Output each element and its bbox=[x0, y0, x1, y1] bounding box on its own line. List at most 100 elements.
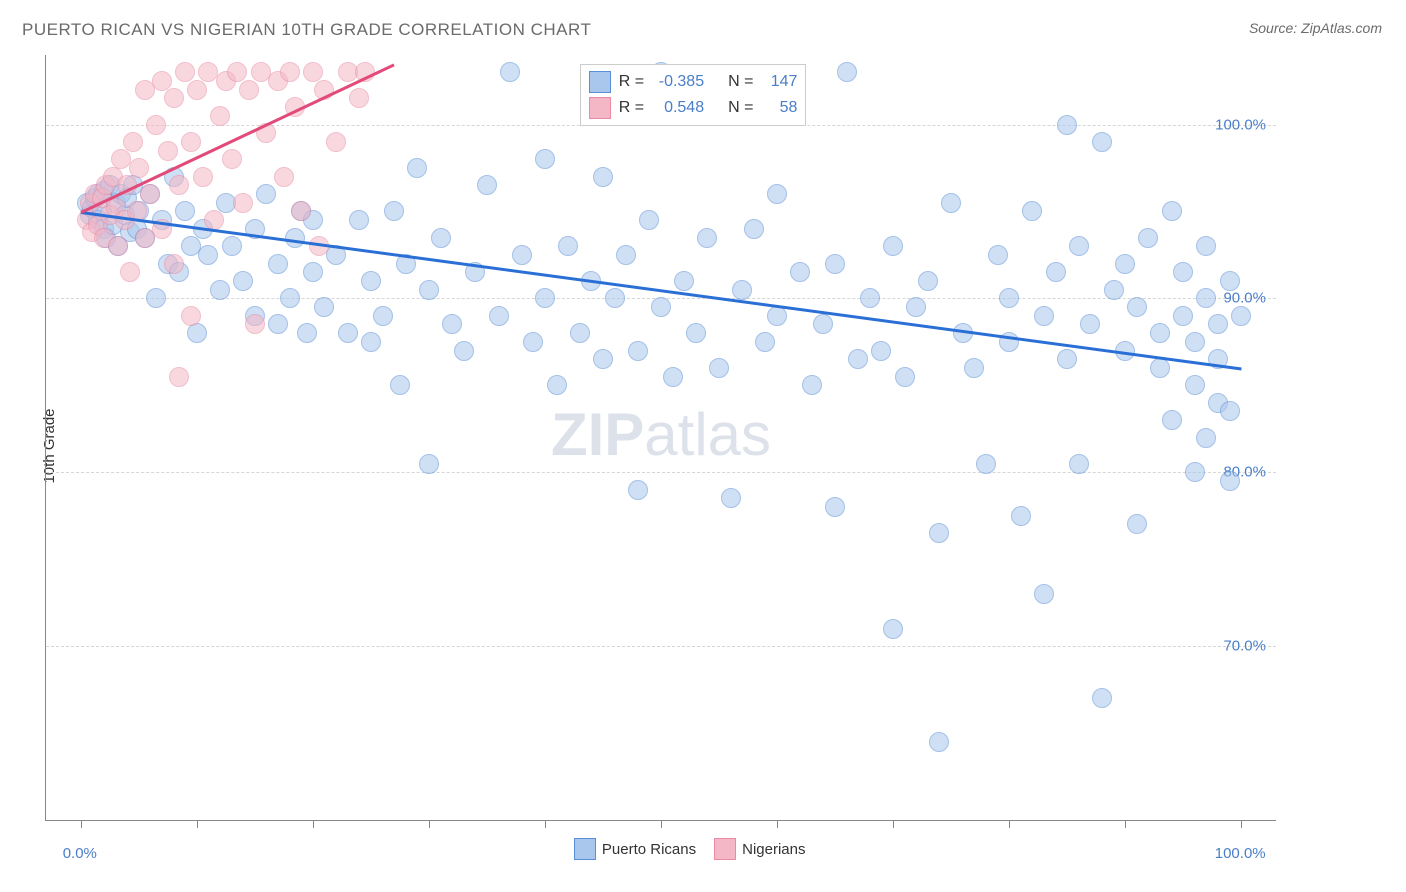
scatter-point bbox=[181, 132, 201, 152]
stats-row: R = -0.385 N = 147 bbox=[589, 69, 798, 95]
scatter-point bbox=[193, 167, 213, 187]
scatter-point bbox=[268, 254, 288, 274]
chart-container: PUERTO RICAN VS NIGERIAN 10TH GRADE CORR… bbox=[0, 0, 1406, 892]
legend-label: Nigerians bbox=[742, 841, 805, 858]
scatter-point bbox=[535, 149, 555, 169]
scatter-point bbox=[1034, 306, 1054, 326]
x-tick bbox=[81, 820, 82, 828]
scatter-point bbox=[169, 175, 189, 195]
x-tick bbox=[545, 820, 546, 828]
scatter-point bbox=[570, 323, 590, 343]
scatter-point bbox=[767, 306, 787, 326]
scatter-point bbox=[222, 149, 242, 169]
scatter-point bbox=[593, 349, 613, 369]
gridline bbox=[46, 472, 1276, 473]
scatter-point bbox=[239, 80, 259, 100]
scatter-point bbox=[883, 236, 903, 256]
scatter-point bbox=[152, 71, 172, 91]
scatter-point bbox=[1185, 375, 1205, 395]
stat-n-value: 147 bbox=[761, 73, 797, 91]
scatter-point bbox=[895, 367, 915, 387]
scatter-point bbox=[1196, 236, 1216, 256]
scatter-point bbox=[1196, 428, 1216, 448]
scatter-point bbox=[303, 62, 323, 82]
scatter-point bbox=[906, 297, 926, 317]
scatter-point bbox=[187, 80, 207, 100]
scatter-point bbox=[108, 236, 128, 256]
scatter-point bbox=[871, 341, 891, 361]
scatter-point bbox=[1092, 688, 1112, 708]
scatter-point bbox=[813, 314, 833, 334]
scatter-point bbox=[158, 141, 178, 161]
scatter-point bbox=[1022, 201, 1042, 221]
scatter-point bbox=[593, 167, 613, 187]
scatter-point bbox=[431, 228, 451, 248]
scatter-point bbox=[349, 210, 369, 230]
scatter-point bbox=[181, 306, 201, 326]
scatter-point bbox=[280, 62, 300, 82]
x-tick bbox=[313, 820, 314, 828]
scatter-point bbox=[1092, 132, 1112, 152]
scatter-point bbox=[210, 280, 230, 300]
scatter-point bbox=[268, 314, 288, 334]
stats-row: R =0.548N =58 bbox=[589, 95, 798, 121]
trend-line bbox=[81, 211, 1242, 370]
scatter-point bbox=[999, 288, 1019, 308]
scatter-point bbox=[1138, 228, 1158, 248]
scatter-point bbox=[988, 245, 1008, 265]
scatter-point bbox=[709, 358, 729, 378]
y-tick-label: 70.0% bbox=[1223, 638, 1266, 655]
scatter-point bbox=[140, 184, 160, 204]
stat-n-label: N = bbox=[728, 73, 753, 91]
scatter-point bbox=[663, 367, 683, 387]
scatter-point bbox=[1208, 314, 1228, 334]
stat-n-label: N = bbox=[728, 99, 753, 117]
scatter-point bbox=[1220, 401, 1240, 421]
scatter-point bbox=[918, 271, 938, 291]
scatter-point bbox=[616, 245, 636, 265]
source-prefix: Source: bbox=[1249, 20, 1301, 36]
scatter-point bbox=[848, 349, 868, 369]
scatter-point bbox=[628, 341, 648, 361]
scatter-point bbox=[1057, 349, 1077, 369]
scatter-point bbox=[929, 523, 949, 543]
scatter-point bbox=[558, 236, 578, 256]
scatter-point bbox=[222, 236, 242, 256]
scatter-point bbox=[454, 341, 474, 361]
scatter-point bbox=[547, 375, 567, 395]
x-tick bbox=[893, 820, 894, 828]
scatter-point bbox=[1185, 462, 1205, 482]
source-label: Source: ZipAtlas.com bbox=[1249, 20, 1382, 36]
stat-r-value: -0.385 bbox=[652, 73, 704, 91]
scatter-point bbox=[1104, 280, 1124, 300]
scatter-point bbox=[361, 332, 381, 352]
scatter-point bbox=[291, 201, 311, 221]
plot-area: ZIPatlas 70.0%80.0%90.0%100.0%R =-0.385N… bbox=[45, 55, 1276, 821]
scatter-point bbox=[825, 254, 845, 274]
scatter-point bbox=[1057, 115, 1077, 135]
legend-swatch bbox=[574, 838, 596, 860]
scatter-point bbox=[535, 288, 555, 308]
scatter-point bbox=[187, 323, 207, 343]
x-tick bbox=[1125, 820, 1126, 828]
scatter-point bbox=[227, 62, 247, 82]
scatter-point bbox=[755, 332, 775, 352]
scatter-point bbox=[384, 201, 404, 221]
scatter-point bbox=[941, 193, 961, 213]
scatter-point bbox=[1162, 410, 1182, 430]
scatter-point bbox=[1069, 236, 1089, 256]
scatter-point bbox=[500, 62, 520, 82]
scatter-point bbox=[419, 280, 439, 300]
scatter-point bbox=[732, 280, 752, 300]
scatter-point bbox=[129, 158, 149, 178]
scatter-point bbox=[523, 332, 543, 352]
x-tick-label: 0.0% bbox=[63, 845, 97, 862]
scatter-point bbox=[146, 288, 166, 308]
stat-r-label: R = bbox=[619, 73, 644, 91]
legend-item: Nigerians bbox=[714, 838, 805, 860]
scatter-point bbox=[314, 297, 334, 317]
scatter-point bbox=[233, 271, 253, 291]
scatter-point bbox=[744, 219, 764, 239]
scatter-point bbox=[146, 115, 166, 135]
scatter-point bbox=[674, 271, 694, 291]
